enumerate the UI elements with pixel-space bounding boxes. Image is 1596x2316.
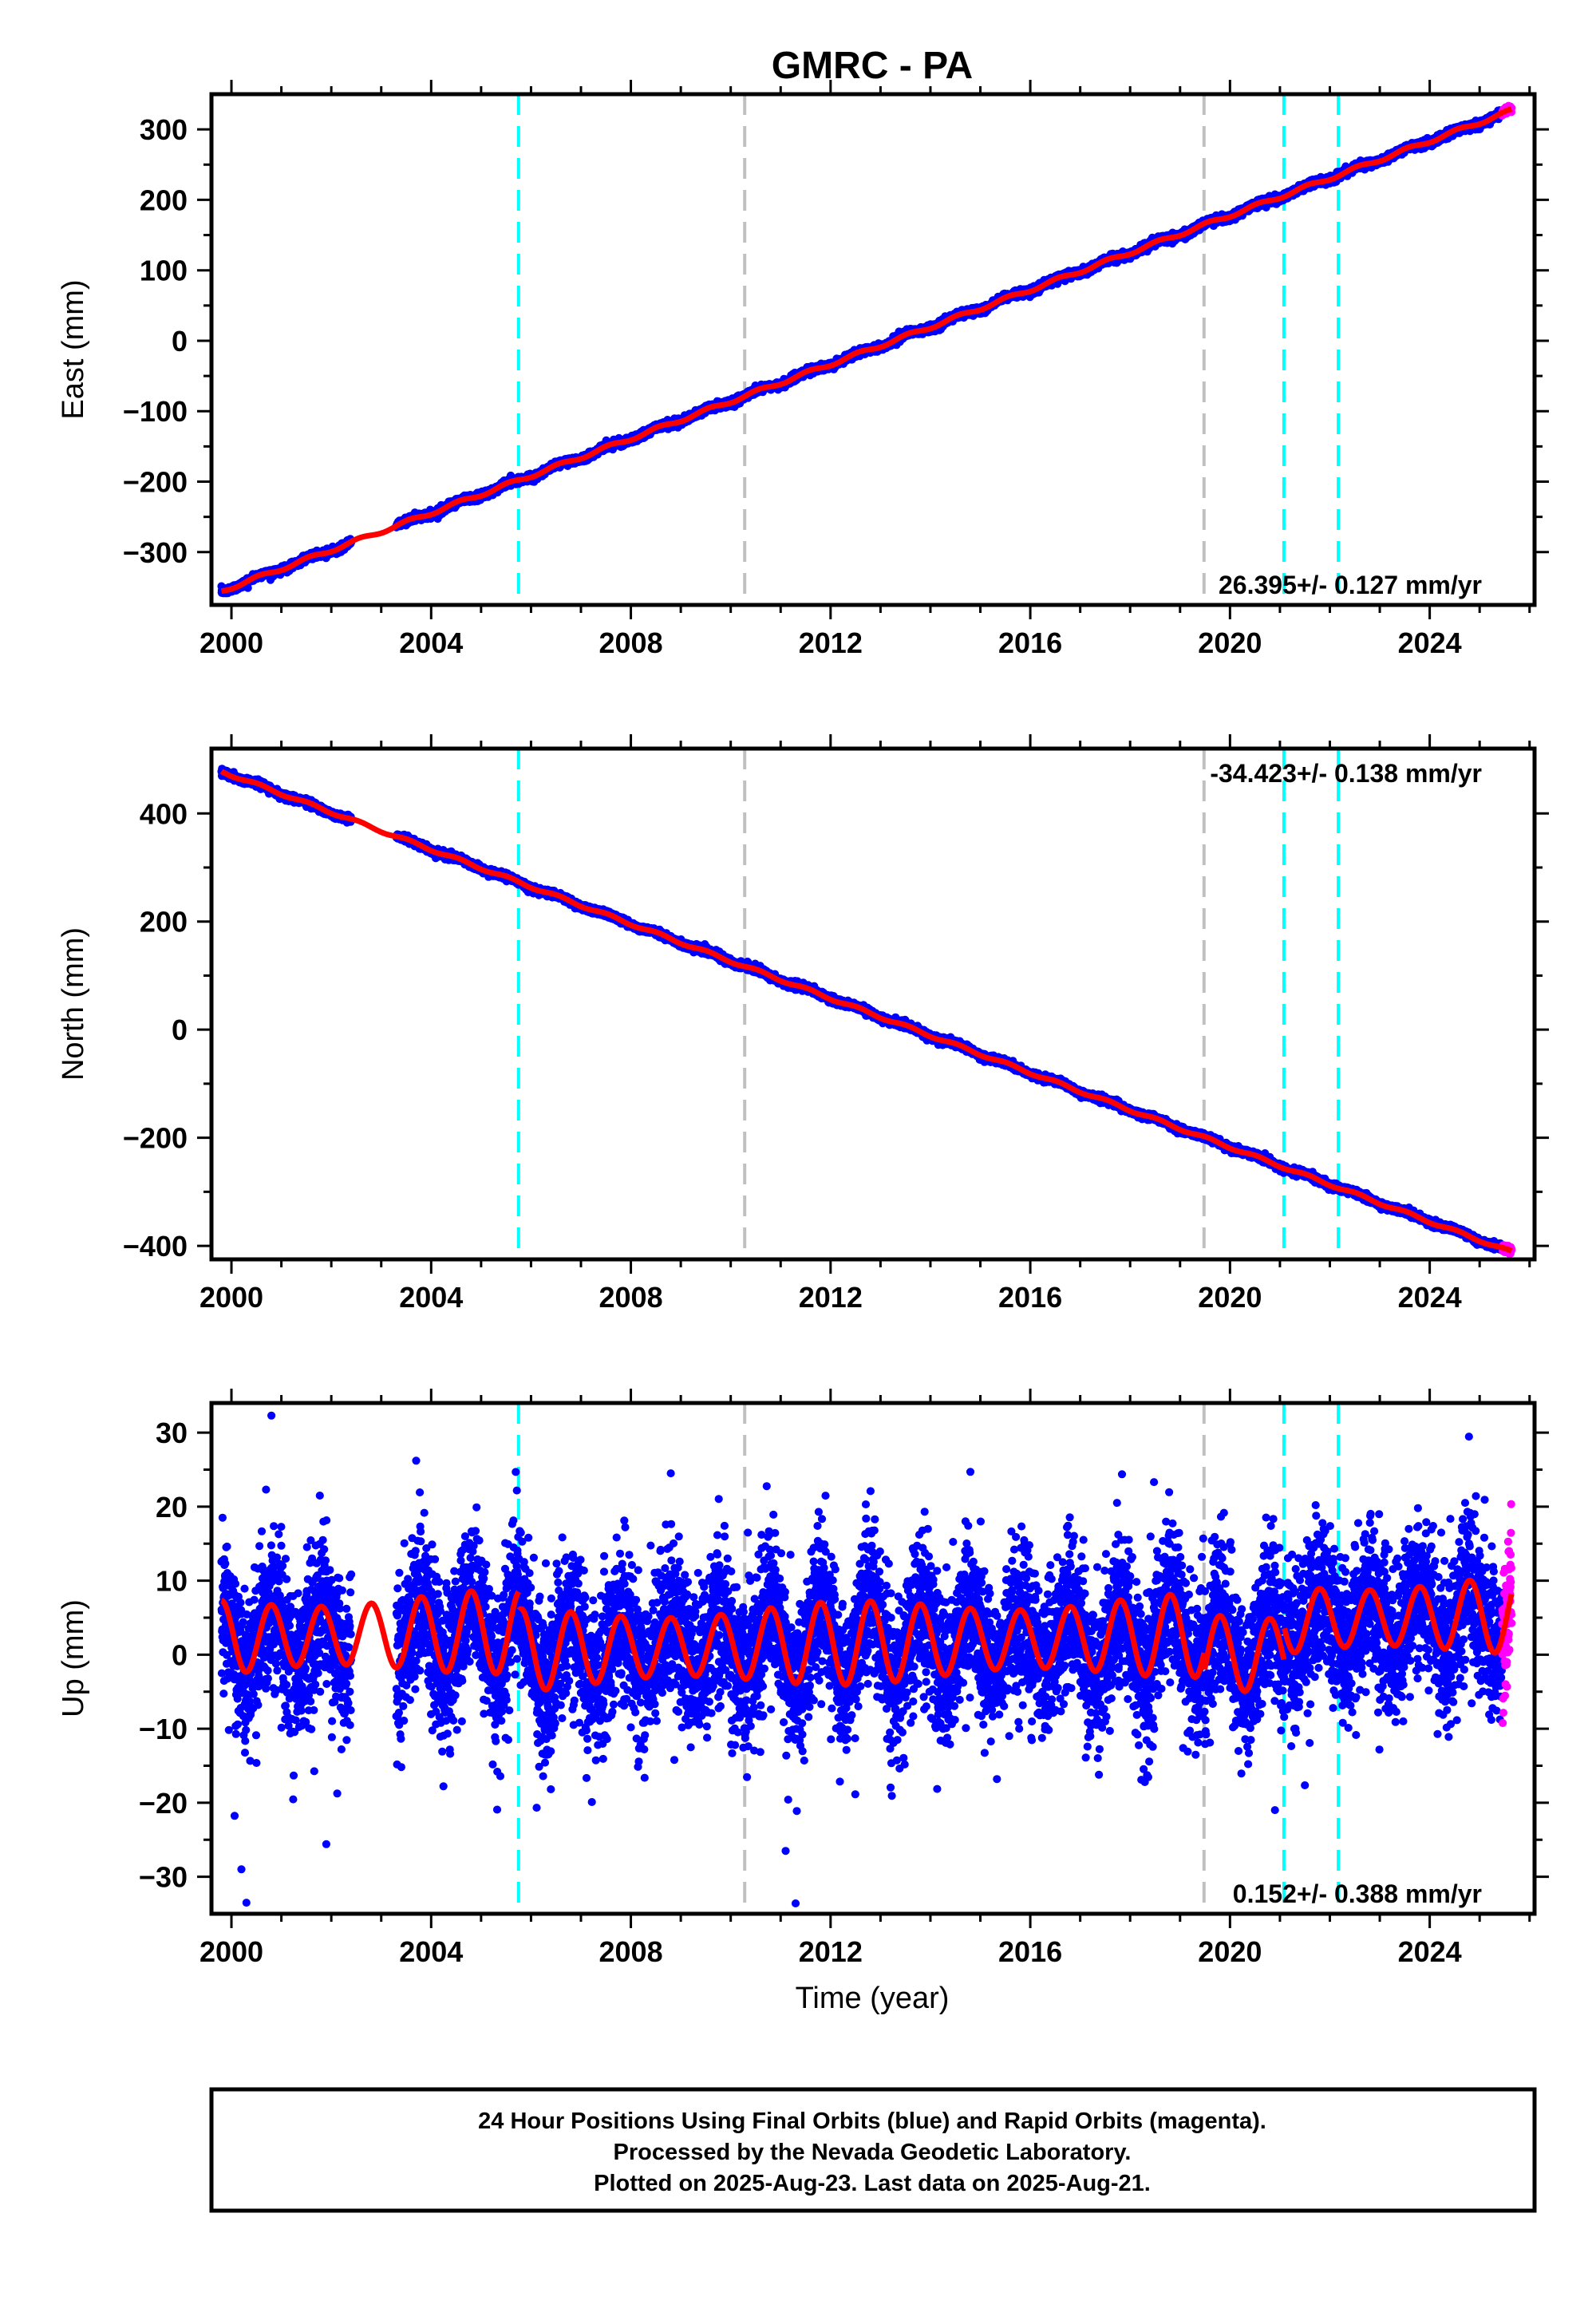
north-panel: 2000 2004 2008 2012 2016 2020 2024 −400 −200 0 200… bbox=[57, 734, 1549, 1314]
y-tick-label: −300 bbox=[123, 536, 188, 569]
plot-area bbox=[217, 749, 1516, 1259]
rate-label: 26.395+/- 0.127 mm/yr bbox=[1219, 571, 1482, 599]
y-tick-label: 30 bbox=[156, 1417, 188, 1449]
y-tick-label: 0 bbox=[172, 1014, 188, 1046]
y-tick-label: 100 bbox=[140, 255, 188, 287]
footer-frame bbox=[209, 2087, 1537, 2213]
up-panel: 2000 2004 2008 2012 2016 2020 2024 −30 −20 −10 0 10… bbox=[57, 1389, 1549, 1968]
x-tick-label: 2004 bbox=[399, 1935, 463, 1968]
plot-area bbox=[217, 94, 1516, 605]
footer-line-3: Plotted on 2025-Aug-23. Last data on 202… bbox=[594, 2171, 1151, 2196]
y-tick-label: 300 bbox=[140, 113, 188, 146]
model-fit-line bbox=[219, 769, 1515, 1254]
x-tick-label: 2016 bbox=[998, 626, 1062, 659]
y-tick-label: −10 bbox=[139, 1713, 188, 1745]
rate-label: -34.423+/- 0.138 mm/yr bbox=[1210, 759, 1482, 788]
y-tick-label: −30 bbox=[139, 1861, 188, 1894]
plot-area bbox=[217, 1403, 1516, 1914]
x-axis-label: Time (year) bbox=[796, 1982, 950, 2015]
footer-box: 24 Hour Positions Using Final Orbits (bl… bbox=[209, 2087, 1537, 2213]
x-tick-label: 2024 bbox=[1398, 1281, 1462, 1314]
x-tick-label: 2016 bbox=[998, 1935, 1062, 1968]
y-axis-label: East (mm) bbox=[57, 279, 90, 419]
y-tick-label: 200 bbox=[140, 184, 188, 216]
rate-label: 0.152+/- 0.388 mm/yr bbox=[1233, 1879, 1482, 1908]
y-tick-label: 0 bbox=[172, 325, 188, 358]
y-tick-label: 400 bbox=[140, 797, 188, 830]
x-tick-label: 2008 bbox=[599, 1935, 663, 1968]
y-tick-label: −100 bbox=[123, 395, 188, 428]
y-tick-label: −20 bbox=[139, 1787, 188, 1820]
footer-line-2: Processed by the Nevada Geodetic Laborat… bbox=[614, 2140, 1132, 2165]
x-tick-label: 2024 bbox=[1398, 1935, 1462, 1968]
model-fit-line bbox=[219, 1577, 1515, 1694]
y-axis-label: Up (mm) bbox=[57, 1599, 90, 1717]
axes-frame bbox=[209, 1401, 1537, 1916]
y-axis-label: North (mm) bbox=[57, 927, 90, 1081]
y-tick-label: −200 bbox=[123, 466, 188, 499]
axes-frame bbox=[209, 92, 1537, 607]
figure-title: GMRC - PA bbox=[772, 45, 973, 87]
x-tick-label: 2008 bbox=[599, 1281, 663, 1314]
footer-line-1: 24 Hour Positions Using Final Orbits (bl… bbox=[478, 2109, 1266, 2134]
x-tick-label: 2004 bbox=[399, 1281, 463, 1314]
y-tick-label: 10 bbox=[156, 1565, 188, 1598]
model-fit-line bbox=[219, 106, 1515, 595]
x-tick-label: 2000 bbox=[200, 1935, 263, 1968]
x-tick-label: 2024 bbox=[1398, 626, 1462, 659]
x-tick-label: 2000 bbox=[200, 626, 263, 659]
x-tick-label: 2000 bbox=[200, 1281, 263, 1314]
x-tick-label: 2020 bbox=[1198, 1281, 1262, 1314]
x-tick-label: 2012 bbox=[799, 626, 863, 659]
x-tick-label: 2012 bbox=[799, 1281, 863, 1314]
x-tick-label: 2008 bbox=[599, 626, 663, 659]
x-tick-label: 2020 bbox=[1198, 626, 1262, 659]
x-tick-label: 2020 bbox=[1198, 1935, 1262, 1968]
x-tick-label: 2012 bbox=[799, 1935, 863, 1968]
y-tick-label: 20 bbox=[156, 1491, 188, 1524]
axes-frame bbox=[209, 746, 1537, 1262]
y-tick-label: 200 bbox=[140, 906, 188, 939]
x-tick-label: 2004 bbox=[399, 626, 463, 659]
final-orbit-points bbox=[217, 1411, 1507, 1907]
east-panel: 2000 2004 2008 2012 2016 2020 2024−300−200−100… bbox=[57, 80, 1549, 659]
y-tick-label: −400 bbox=[123, 1230, 188, 1263]
x-tick-label: 2016 bbox=[998, 1281, 1062, 1314]
y-tick-label: −200 bbox=[123, 1122, 188, 1155]
y-tick-label: 0 bbox=[172, 1638, 188, 1671]
